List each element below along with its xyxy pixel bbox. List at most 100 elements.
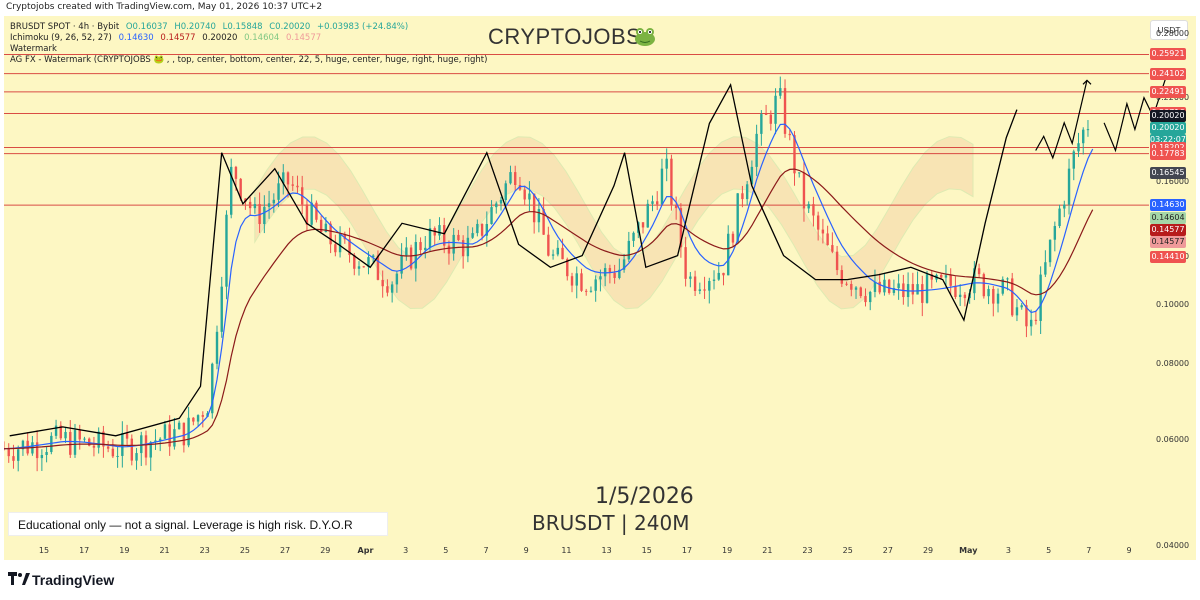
x-tick-label: 7 <box>1086 546 1092 555</box>
x-tick-label: Apr <box>357 546 374 555</box>
candle-body <box>802 172 806 209</box>
candle-body <box>102 431 105 447</box>
price-chart-svg[interactable] <box>4 16 1196 560</box>
legend-ichimoku-label[interactable]: Ichimoku (9, 26, 52, 27) <box>10 33 112 43</box>
candle-body <box>840 270 844 284</box>
candle-body <box>187 417 190 446</box>
candle-body <box>722 272 725 276</box>
candle-body <box>400 255 403 274</box>
candle-body <box>291 184 294 186</box>
candle-body <box>698 289 702 291</box>
price-badge: 0.14577 <box>1150 224 1186 237</box>
candle-body <box>542 209 545 235</box>
candle-body <box>816 215 820 230</box>
candle-body <box>1082 129 1085 144</box>
candle-body <box>741 193 744 200</box>
candle-body <box>774 95 777 124</box>
ichimoku-value-kijun: 0.14577 <box>160 33 196 43</box>
y-tick-label: 0.08000 <box>1156 358 1190 368</box>
candle-body <box>258 204 261 224</box>
candle-body <box>551 254 555 256</box>
legend-symbol-row[interactable]: BRUSDT SPOT · 4h · Bybit O0.16037 H0.207… <box>10 22 408 32</box>
x-tick-label: 27 <box>280 546 291 555</box>
currency-selector[interactable]: USDT <box>1150 20 1188 40</box>
candle-body <box>149 442 152 458</box>
candle-body <box>547 234 550 256</box>
candle-body <box>357 266 361 269</box>
candle-body <box>708 280 711 291</box>
candle-body <box>514 172 517 185</box>
candle-body <box>589 290 593 292</box>
candle-body <box>580 273 583 291</box>
legend-agfx-label[interactable]: AG FX - Watermark (CRYPTOJOBS 🐸 , , top,… <box>10 55 488 65</box>
candle-body <box>869 291 872 303</box>
candle-body <box>50 435 53 453</box>
candle-body <box>21 440 25 450</box>
chart-area[interactable] <box>4 16 1196 560</box>
x-tick-label: 15 <box>641 546 652 555</box>
price-badge: 0.14577 <box>1150 236 1186 249</box>
x-tick-label: 23 <box>199 546 210 555</box>
candle-body <box>769 114 773 124</box>
projection-arrow-1 <box>1082 79 1092 85</box>
candle-body <box>831 245 834 252</box>
candle-body <box>277 183 280 200</box>
candle-body <box>54 425 58 436</box>
candle-body <box>897 283 900 289</box>
legend-watermark-row[interactable]: Watermark <box>10 44 57 54</box>
candle-body <box>376 255 380 280</box>
candle-body <box>532 193 536 223</box>
candle-body <box>140 435 143 454</box>
tradingview-logo-icon[interactable] <box>8 572 30 586</box>
legend-agfx-row[interactable]: AG FX - Watermark (CRYPTOJOBS 🐸 , , top,… <box>10 55 487 65</box>
tradingview-brand[interactable]: TradingView <box>32 572 115 588</box>
candle-body <box>348 239 351 256</box>
candle-body <box>471 233 474 238</box>
candle-body <box>727 233 730 276</box>
candle-body <box>854 287 858 290</box>
projection-path-1 <box>1035 80 1088 160</box>
x-tick-label: 5 <box>443 546 449 555</box>
kijun-line <box>4 168 1094 450</box>
candle-body <box>305 204 309 225</box>
ichimoku-value-span-b: 0.14577 <box>286 33 322 43</box>
candle-body <box>64 431 67 439</box>
candle-body <box>144 435 148 458</box>
candle-body <box>239 178 242 199</box>
candle-body <box>390 284 394 293</box>
tenkan-line <box>4 123 1094 450</box>
ichimoku-value-tenkan: 0.14630 <box>118 33 154 43</box>
candle-body <box>1058 208 1061 227</box>
candle-body <box>603 268 607 277</box>
candle-body <box>930 274 933 280</box>
candle-body <box>566 259 569 277</box>
candle-body <box>1053 226 1057 240</box>
price-badge: 0.16545 <box>1150 166 1186 179</box>
candle-body <box>703 289 706 291</box>
candle-body <box>163 424 167 439</box>
candle-body <box>887 279 891 293</box>
candle-body <box>457 234 460 241</box>
candle-body <box>712 279 716 281</box>
legend-watermark-label[interactable]: Watermark <box>10 44 57 54</box>
candle-body <box>196 415 200 422</box>
candle-body <box>334 244 337 253</box>
candle-body <box>372 255 375 258</box>
footer-bar <box>0 560 1200 600</box>
candle-body <box>670 158 673 206</box>
x-tick-label: 21 <box>762 546 773 555</box>
candle-body <box>622 259 626 270</box>
candle-body <box>798 172 801 174</box>
candle-body <box>495 203 498 208</box>
price-badge: 0.20020 <box>1150 122 1186 135</box>
candle-body <box>17 449 20 461</box>
candle-body <box>338 233 342 253</box>
candle-body <box>135 453 138 461</box>
candle-body <box>353 255 356 269</box>
candle-body <box>125 433 129 439</box>
candle-body <box>395 273 399 285</box>
candle-body <box>528 193 531 200</box>
legend-symbol[interactable]: BRUSDT SPOT · 4h · Bybit <box>10 22 120 32</box>
candle-body <box>608 268 612 273</box>
legend-ichimoku-row[interactable]: Ichimoku (9, 26, 52, 27) 0.14630 0.14577… <box>10 33 321 43</box>
